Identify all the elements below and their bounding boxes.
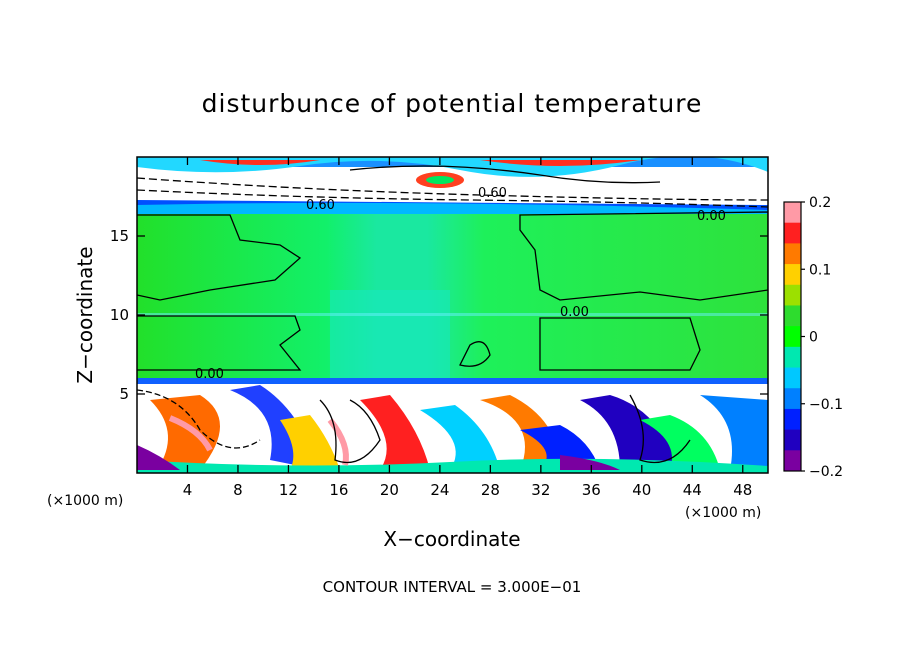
contour-label: 0.60 bbox=[306, 198, 335, 213]
x-axis-unit: (×1000 m) bbox=[47, 493, 123, 509]
x-tick-label: 16 bbox=[329, 481, 348, 499]
x-tick-label: 20 bbox=[380, 481, 399, 499]
contour-label: 0.60 bbox=[478, 186, 507, 201]
y-tick-label: 10 bbox=[110, 306, 129, 324]
colorbar-tick-label: −0.1 bbox=[809, 397, 843, 413]
x-tick-label: 40 bbox=[632, 481, 651, 499]
middle-layer bbox=[137, 210, 768, 380]
x-tick-label: 44 bbox=[683, 481, 702, 499]
colorbar-tick-label: 0.1 bbox=[809, 262, 831, 278]
colorbar-swatch bbox=[784, 326, 801, 348]
x-tick-label: 28 bbox=[481, 481, 500, 499]
y-axis-unit: (×1000 m) bbox=[685, 505, 761, 521]
colorbar-swatch bbox=[784, 284, 801, 306]
colorbar-swatch bbox=[784, 202, 801, 224]
colorbar-tick-label: 0.2 bbox=[809, 195, 831, 211]
contour-lines bbox=[137, 165, 768, 464]
x-tick-label: 32 bbox=[531, 481, 550, 499]
x-axis-label: X−coordinate bbox=[383, 527, 520, 551]
colorbar-tick-label: 0 bbox=[809, 330, 818, 346]
colorbar-swatch bbox=[784, 450, 801, 472]
colorbar: 0.2 0.1 0 −0.1 −0.2 bbox=[783, 195, 843, 480]
contour-label: 0.00 bbox=[697, 209, 726, 224]
colorbar-tick-label: −0.2 bbox=[809, 464, 843, 480]
contour-label: 0.00 bbox=[560, 305, 589, 320]
colorbar-swatch bbox=[784, 222, 801, 244]
x-tick-label: 24 bbox=[430, 481, 449, 499]
y-tick-label: 15 bbox=[110, 227, 129, 245]
colorbar-swatch bbox=[784, 408, 801, 431]
contour-label-group: 0.60 0.60 0.00 0.00 0.00 bbox=[195, 186, 726, 382]
colorbar-swatch bbox=[784, 305, 801, 327]
y-axis: 5 10 15 bbox=[110, 227, 768, 403]
colorbar-swatch bbox=[784, 388, 801, 410]
x-tick-label: 12 bbox=[279, 481, 298, 499]
x-tick-label: 8 bbox=[233, 481, 243, 499]
y-tick-label: 5 bbox=[119, 385, 129, 403]
y-axis-label: Z−coordinate bbox=[73, 246, 97, 383]
colorbar-swatch bbox=[784, 264, 801, 286]
x-axis: 4 8 12 16 20 24 28 32 36 40 44 48 bbox=[183, 157, 752, 499]
colorbar-swatch bbox=[784, 243, 801, 265]
contour-interval-note: CONTOUR INTERVAL = 3.000E−01 bbox=[323, 578, 582, 596]
x-tick-label: 36 bbox=[582, 481, 601, 499]
x-tick-label: 4 bbox=[183, 481, 193, 499]
x-tick-label: 48 bbox=[733, 481, 752, 499]
heatmap-field bbox=[137, 157, 768, 473]
colorbar-swatch bbox=[784, 367, 801, 389]
colorbar-swatch bbox=[784, 346, 801, 369]
chart-title: disturbunce of potential temperature bbox=[202, 89, 703, 118]
contour-label: 0.00 bbox=[195, 367, 224, 382]
colorbar-swatch bbox=[784, 429, 801, 451]
